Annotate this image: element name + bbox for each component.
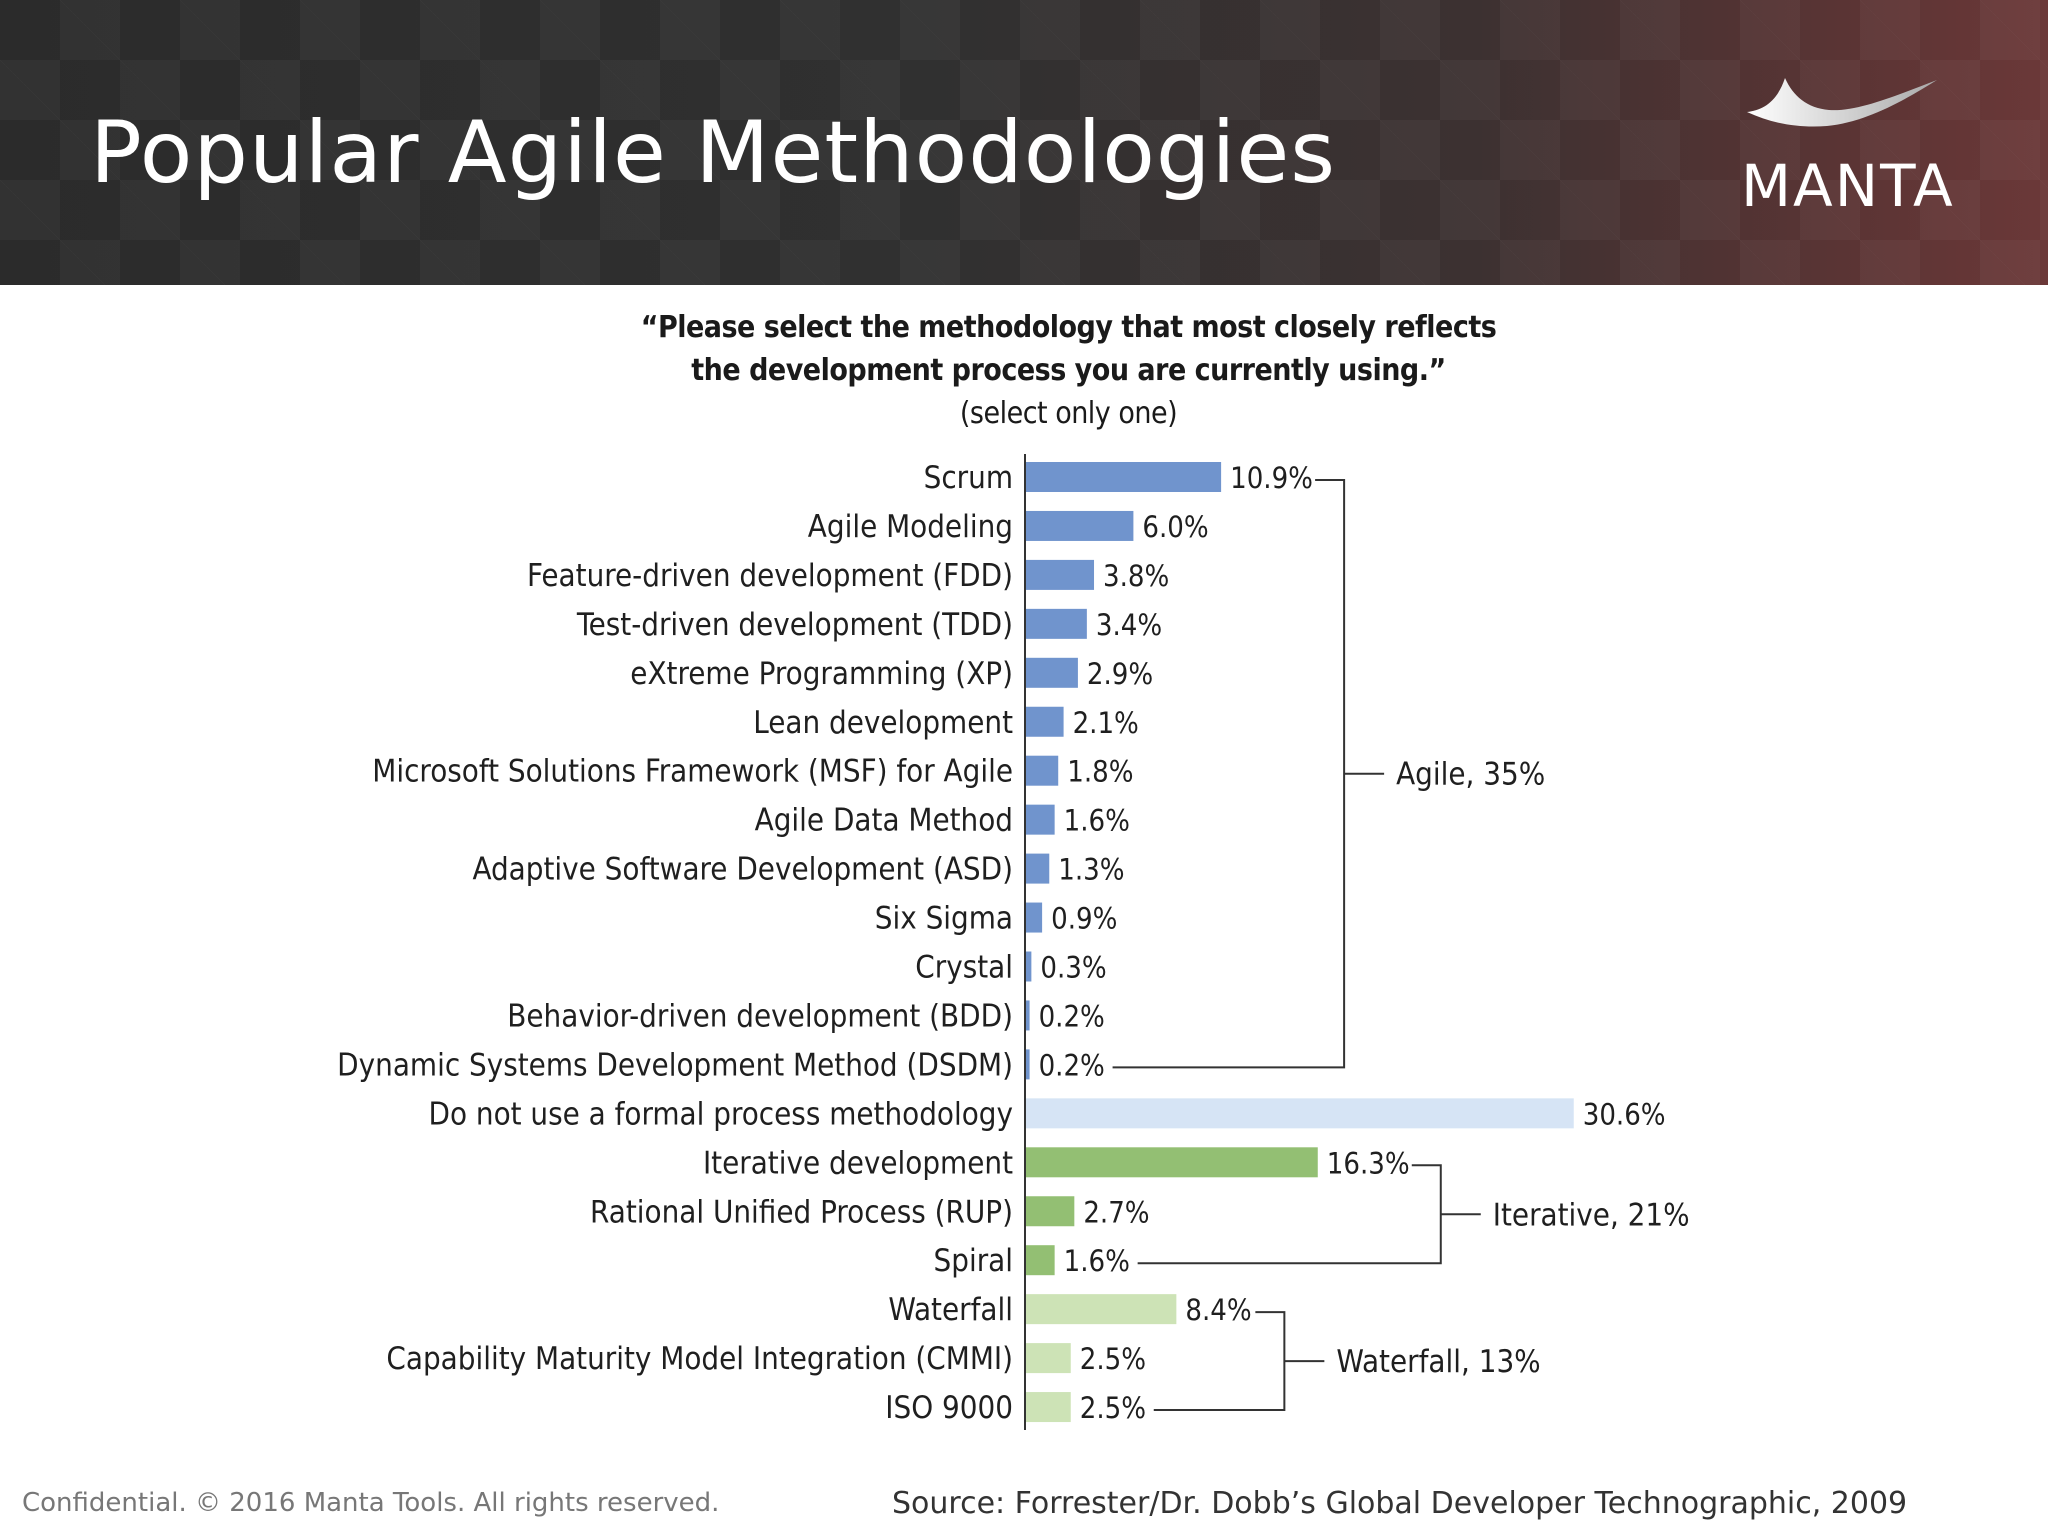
bar <box>1026 1049 1030 1080</box>
category-label: Agile Data Method <box>755 803 1013 839</box>
bar <box>1026 755 1059 786</box>
bar <box>1026 804 1055 835</box>
bar <box>1026 1343 1071 1374</box>
value-label: 10.9% <box>1230 461 1313 495</box>
manta-logo: MANTA <box>1735 70 1975 220</box>
question-line-2: the development process you are currentl… <box>691 353 1446 388</box>
bar <box>1026 1294 1177 1325</box>
category-label: Six Sigma <box>875 901 1013 937</box>
category-label: eXtreme Programming (XP) <box>630 656 1013 692</box>
value-label: 0.3% <box>1040 951 1106 985</box>
category-label: Crystal <box>915 950 1013 986</box>
bar <box>1026 559 1095 590</box>
category-label: Spiral <box>934 1243 1013 1279</box>
bar <box>1026 1000 1030 1031</box>
source-citation: Source: Forrester/Dr. Dobb’s Global Deve… <box>892 1486 1908 1521</box>
confidential-notice: Confidential. © 2016 Manta Tools. All ri… <box>22 1488 720 1518</box>
group-label: Agile, 35% <box>1396 757 1545 793</box>
bar <box>1026 951 1032 982</box>
value-label: 2.9% <box>1087 657 1153 691</box>
value-label: 3.8% <box>1103 559 1169 593</box>
bar <box>1026 1196 1075 1227</box>
bar <box>1026 1098 1574 1129</box>
header-banner: Popular Agile Methodologies MANTA <box>0 0 2048 285</box>
value-label: 2.1% <box>1073 706 1139 740</box>
value-label: 0.2% <box>1039 1048 1105 1082</box>
logo-text: MANTA <box>1741 152 1955 220</box>
bar <box>1026 608 1087 639</box>
group-label: Iterative, 21% <box>1493 1197 1690 1233</box>
value-label: 3.4% <box>1096 608 1162 642</box>
category-label: ISO 9000 <box>885 1390 1013 1426</box>
category-label: Capability Maturity Model Integration (C… <box>386 1341 1013 1377</box>
value-label: 2.5% <box>1080 1391 1146 1425</box>
value-label: 1.8% <box>1067 755 1133 789</box>
question-line-1: “Please select the methodology that most… <box>640 310 1497 345</box>
category-label: Microsoft Solutions Framework (MSF) for … <box>372 754 1013 790</box>
category-label: Feature-driven development (FDD) <box>527 558 1013 594</box>
value-label: 16.3% <box>1327 1146 1410 1180</box>
category-label: Do not use a formal process methodology <box>429 1096 1014 1132</box>
survey-question: “Please select the methodology that most… <box>0 306 2048 435</box>
value-label: 2.5% <box>1080 1342 1146 1376</box>
value-label: 6.0% <box>1142 510 1208 544</box>
category-label: Waterfall <box>888 1292 1013 1328</box>
bar <box>1026 1147 1318 1178</box>
page-title: Popular Agile Methodologies <box>90 103 1337 203</box>
bar <box>1026 510 1134 541</box>
question-note: (select only one) <box>959 396 1178 431</box>
bar <box>1026 657 1078 688</box>
group-label: Waterfall, 13% <box>1336 1344 1540 1380</box>
bar <box>1026 706 1064 737</box>
bar <box>1026 462 1222 492</box>
bar <box>1026 1245 1055 1276</box>
category-label: Rational Unified Process (RUP) <box>590 1194 1013 1230</box>
bar <box>1026 902 1043 933</box>
category-label: Adaptive Software Development (ASD) <box>472 852 1013 888</box>
category-label: Lean development <box>753 705 1013 741</box>
value-label: 2.7% <box>1083 1195 1149 1229</box>
manta-ray-icon <box>1747 78 1937 127</box>
category-label: Scrum <box>924 460 1013 496</box>
category-label: Dynamic Systems Development Method (DSDM… <box>337 1047 1013 1083</box>
bar <box>1026 853 1050 884</box>
value-label: 1.6% <box>1064 1244 1130 1278</box>
category-label: Iterative development <box>703 1145 1013 1181</box>
value-label: 8.4% <box>1185 1293 1251 1327</box>
value-label: 0.2% <box>1039 999 1105 1033</box>
header-pattern <box>0 0 2048 285</box>
value-label: 1.3% <box>1058 853 1124 887</box>
value-label: 1.6% <box>1064 804 1130 838</box>
category-label: Test-driven development (TDD) <box>576 607 1013 643</box>
value-label: 30.6% <box>1583 1097 1666 1131</box>
value-label: 0.9% <box>1051 902 1117 936</box>
bar <box>1026 1392 1071 1423</box>
category-label: Agile Modeling <box>808 509 1013 545</box>
category-label: Behavior-driven development (BDD) <box>507 998 1013 1034</box>
